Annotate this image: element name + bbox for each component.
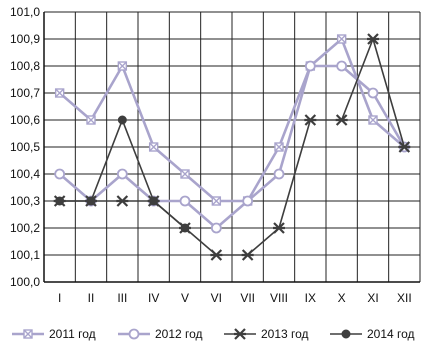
- legend-label: 2011 год: [49, 327, 96, 341]
- data-point: [180, 223, 190, 233]
- y-tick-label: 100,4: [10, 167, 40, 181]
- legend-item: 2012 год: [118, 327, 203, 341]
- y-tick-label: 100,0: [10, 275, 40, 289]
- data-point: [304, 114, 317, 126]
- data-point: [117, 115, 127, 125]
- data-point: [116, 195, 129, 207]
- legend-marker: [341, 329, 351, 339]
- x-tick-label: VII: [240, 291, 255, 305]
- series-line: [58, 37, 406, 203]
- data-point: [180, 169, 190, 179]
- y-tick-label: 100,1: [10, 248, 40, 262]
- data-point: [273, 222, 285, 234]
- data-point: [210, 249, 223, 261]
- data-point: [211, 196, 222, 206]
- data-point: [241, 249, 254, 261]
- y-tick-label: 100,5: [10, 140, 40, 154]
- data-point: [55, 196, 65, 206]
- y-tick-label: 100,6: [10, 113, 40, 127]
- legend-label: 2014 год: [367, 327, 415, 341]
- data-point: [367, 87, 379, 99]
- x-tick-label: VI: [211, 291, 222, 305]
- data-point: [335, 114, 348, 126]
- data-point: [273, 168, 285, 180]
- axes: [43, 12, 420, 283]
- data-point: [86, 196, 96, 206]
- data-point: [336, 34, 347, 44]
- y-tick-label: 100,7: [10, 86, 40, 100]
- y-tick-label: 101,0: [10, 5, 40, 19]
- x-tick-label: I: [58, 291, 61, 305]
- data-point: [368, 115, 378, 125]
- series-line: [58, 64, 406, 230]
- legend-label: 2013 год: [261, 327, 309, 341]
- data-point: [116, 168, 128, 180]
- legend-item: 2011 год: [12, 327, 96, 341]
- x-tick-label: VIII: [270, 291, 288, 305]
- data-point: [242, 195, 254, 207]
- grid: [43, 11, 421, 283]
- legend-item: 2014 год: [330, 327, 415, 341]
- legend-marker: [128, 328, 140, 340]
- x-tick-label: III: [117, 291, 127, 305]
- y-tick-label: 100,8: [10, 59, 40, 73]
- y-tick-label: 100,9: [10, 32, 40, 46]
- data-point: [367, 33, 379, 45]
- data-point: [149, 196, 159, 206]
- series-layer: [53, 33, 411, 261]
- data-point: [274, 142, 284, 152]
- legend-marker: [234, 328, 246, 340]
- data-point: [117, 61, 128, 71]
- y-tick-label: 100,3: [10, 194, 40, 208]
- x-axis-ticks: I II III IV V VI VII VIII IX X XI XII: [58, 291, 412, 305]
- data-point: [304, 60, 316, 72]
- x-tick-label: IX: [305, 291, 316, 305]
- x-tick-label: X: [338, 291, 346, 305]
- x-tick-label: V: [181, 291, 189, 305]
- data-point: [398, 141, 411, 153]
- legend-marker: [23, 329, 33, 339]
- legend-label: 2012 год: [155, 327, 203, 341]
- data-point: [210, 222, 222, 234]
- data-point: [148, 142, 159, 152]
- data-point: [336, 60, 348, 72]
- x-tick-label: XI: [367, 291, 378, 305]
- legend-item: 2013 год: [224, 327, 309, 341]
- data-point: [54, 88, 65, 98]
- x-tick-label: II: [88, 291, 95, 305]
- data-point: [86, 115, 96, 125]
- y-axis-ticks: 100,0 100,1 100,2 100,3 100,4 100,5 100,6 100,7…: [10, 5, 40, 289]
- y-tick-label: 100,2: [10, 221, 40, 235]
- x-tick-label: IV: [148, 291, 159, 305]
- series-4: [55, 115, 190, 233]
- legend: 2011 год 2012 год 2013 год 2014 год: [12, 327, 415, 341]
- data-point: [54, 168, 66, 180]
- x-tick-label: XII: [397, 291, 412, 305]
- data-point: [179, 195, 191, 207]
